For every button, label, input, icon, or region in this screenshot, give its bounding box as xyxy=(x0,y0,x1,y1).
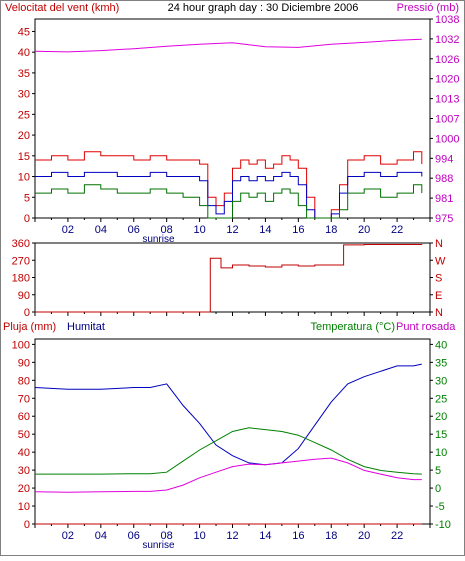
climate-panel-x-tick-label: 08 xyxy=(161,530,173,542)
climate-panel-x-tick-label: 16 xyxy=(292,530,304,542)
wind-panel-x-tick-label: 04 xyxy=(95,224,107,236)
pressure-line xyxy=(34,38,422,53)
direction-panel-right-tick-label: S xyxy=(435,273,442,285)
wind-average-line xyxy=(35,171,423,219)
climate-panel-x-tick-label: 02 xyxy=(62,530,74,542)
wind-panel-left-tick-label: 45 xyxy=(18,26,30,38)
pressure-axis-title: Pressió (mb) xyxy=(397,2,459,14)
wind-panel-x-tick-label: 10 xyxy=(193,224,205,236)
climate-panel-left-tick-label: 90 xyxy=(18,357,30,369)
wind-panel-left-tick-label: 15 xyxy=(18,151,30,163)
wind-panel-left-tick-label: 10 xyxy=(18,172,30,184)
wind-panel-right-tick-label: 1007 xyxy=(435,114,459,126)
climate-panel-left-tick-label: 50 xyxy=(18,429,30,441)
climate-panel-left-tick-label: 70 xyxy=(18,393,30,405)
wind-panel-left-tick-label: 0 xyxy=(24,213,30,225)
climate-panel-left-tick-label: 0 xyxy=(24,519,30,531)
wind-panel-right-tick-label: 988 xyxy=(435,173,453,185)
direction-panel-left-tick-label: 270 xyxy=(12,255,30,267)
climate-panel-left-tick-label: 20 xyxy=(18,483,30,495)
climate-panel-left-tick-label: 10 xyxy=(18,501,30,513)
wind-panel-right-tick-label: 1000 xyxy=(435,133,459,145)
wind-panel-right-tick-label: 1032 xyxy=(435,34,459,46)
direction-panel-right-tick-label: N xyxy=(435,238,443,250)
wind-panel-left-tick-label: 35 xyxy=(18,68,30,80)
direction-panel-right-tick-label: E xyxy=(435,290,442,302)
temperature-axis-title: Temperatura (°C) xyxy=(311,321,395,333)
wind-panel-left-tick-label: 20 xyxy=(18,130,30,142)
humidity-line xyxy=(34,363,422,466)
climate-panel-right-tick-label: -10 xyxy=(435,519,451,531)
climate-panel-x-tick-label: 14 xyxy=(259,530,271,542)
wind-gust-line xyxy=(35,151,423,219)
climate-panel-right-tick-label: 20 xyxy=(435,411,447,423)
direction-panel-plot-area xyxy=(34,242,431,313)
climate-panel-x-tick-label: 22 xyxy=(391,530,403,542)
climate-panel-left-tick-label: 40 xyxy=(18,447,30,459)
direction-panel-left-tick-label: 90 xyxy=(18,290,30,302)
climate-panel-left-tick-label: 100 xyxy=(12,339,30,351)
wind-panel-right-tick-label: 975 xyxy=(435,213,453,225)
direction-panel-left-tick-label: 0 xyxy=(24,307,30,319)
wind-panel-x-tick-label: 16 xyxy=(292,224,304,236)
direction-panel-right-tick-label: N xyxy=(435,307,443,319)
wind-panel-left-tick-label: 5 xyxy=(24,192,30,204)
climate-panel-x-tick-label: 18 xyxy=(325,530,337,542)
rain-axis-title: Pluja (mm) xyxy=(3,321,56,333)
climate-panel-x-tick-label: 06 xyxy=(128,530,140,542)
wind-panel-left-tick-label: 25 xyxy=(18,109,30,121)
wind-panel-right-tick-label: 1026 xyxy=(435,54,459,66)
climate-panel-right-tick-label: 40 xyxy=(435,339,447,351)
climate-panel-x-label: sunrise xyxy=(142,540,175,551)
climate-panel-right-tick-label: 10 xyxy=(435,447,447,459)
dewpoint-line xyxy=(34,457,422,493)
climate-panel-right-tick-label: 35 xyxy=(435,357,447,369)
direction-line xyxy=(35,244,423,313)
wind-panel-x-tick-label: 14 xyxy=(259,224,271,236)
climate-panel-x-tick-label: 12 xyxy=(226,530,238,542)
climate-panel-right-tick-label: 25 xyxy=(435,393,447,405)
wind-panel-x-tick-label: 20 xyxy=(358,224,370,236)
wind-panel-right-tick-label: 994 xyxy=(435,153,453,165)
humidity-axis-title: Humitat xyxy=(67,321,105,333)
wind-chart-title: 24 hour graph day : 30 Diciembre 2006 xyxy=(168,2,359,14)
wind-panel-left-tick-label: 40 xyxy=(18,47,30,59)
wind-panel-x-tick-label: 08 xyxy=(161,224,173,236)
climate-panel-right-tick-label: -5 xyxy=(435,501,445,513)
wind-panel-x-tick-label: 18 xyxy=(325,224,337,236)
wind-panel-x-tick-label: 06 xyxy=(128,224,140,236)
wind-panel-right-tick-label: 1020 xyxy=(435,74,459,86)
wind-axis-title: Velocitat del vent (kmh) xyxy=(5,2,119,14)
climate-panel-x-tick-label: 10 xyxy=(193,530,205,542)
climate-panel-right-tick-label: 15 xyxy=(435,429,447,441)
direction-panel-left-tick-label: 360 xyxy=(12,238,30,250)
wind-panel-x-tick-label: 22 xyxy=(391,224,403,236)
climate-panel-x-tick-label: 04 xyxy=(95,530,107,542)
wind-panel-right-tick-label: 981 xyxy=(435,193,453,205)
climate-panel-right-tick-label: 0 xyxy=(435,483,441,495)
climate-panel-x-tick-label: 20 xyxy=(358,530,370,542)
direction-panel-left-tick-label: 180 xyxy=(12,273,30,285)
climate-panel-left-tick-label: 80 xyxy=(18,375,30,387)
climate-panel-right-tick-label: 5 xyxy=(435,465,441,477)
wind-panel-right-tick-label: 1013 xyxy=(435,94,459,106)
climate-panel-left-tick-label: 30 xyxy=(18,465,30,477)
direction-panel-right-tick-label: W xyxy=(435,255,446,267)
climate-panel-left-tick-label: 60 xyxy=(18,411,30,423)
temperature-line xyxy=(35,427,422,475)
wind-panel-x-tick-label: 02 xyxy=(62,224,74,236)
wind-minimum-line xyxy=(35,184,423,219)
dewpoint-axis-title: Punt rosada xyxy=(396,321,456,333)
wind-panel-x-label: sunrise xyxy=(142,234,175,245)
wind-panel-left-tick-label: 30 xyxy=(18,89,30,101)
wind-panel-x-tick-label: 12 xyxy=(226,224,238,236)
climate-panel-right-tick-label: 30 xyxy=(435,375,447,387)
wind-panel-right-tick-label: 1038 xyxy=(435,14,459,26)
